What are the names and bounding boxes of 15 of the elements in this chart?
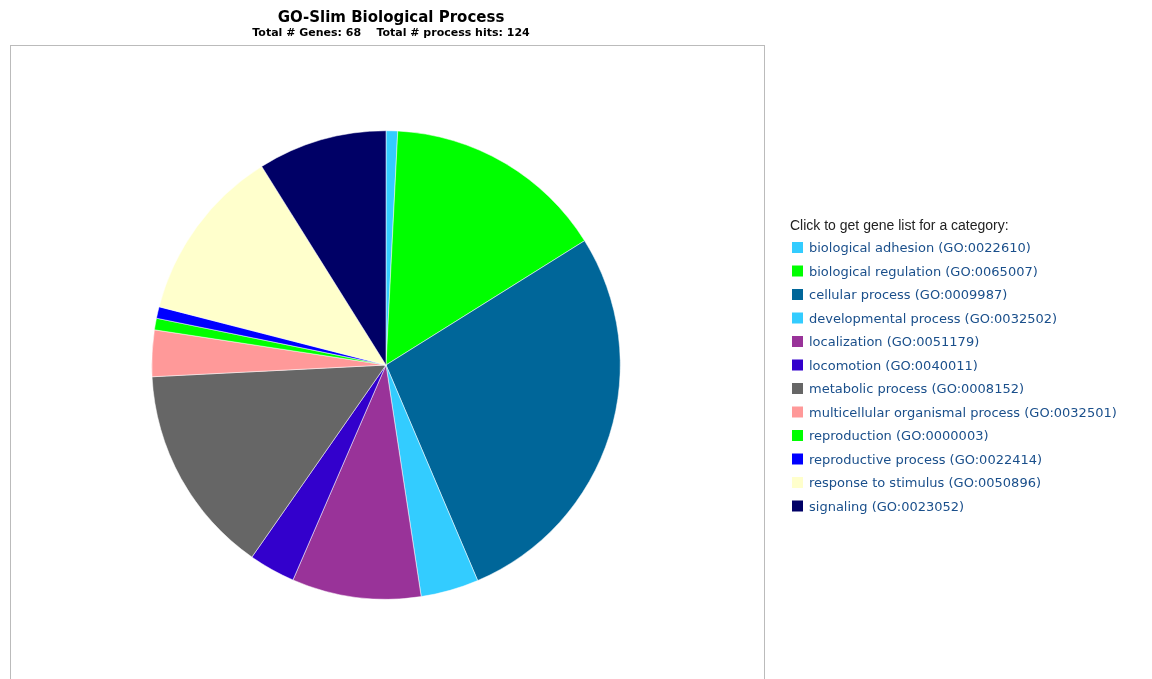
legend-label: locomotion (GO:0040011) — [809, 357, 978, 373]
legend-title: Click to get gene list for a category: — [790, 217, 1009, 233]
legend-label: reproductive process (GO:0022414) — [809, 451, 1043, 467]
legend-label: metabolic process (GO:0008152) — [809, 381, 1025, 396]
legend-label: response to stimulus (GO:0050896) — [809, 475, 1042, 490]
legend-label: biological regulation (GO:0065007) — [809, 263, 1038, 279]
chart-title: GO-Slim Biological Process — [277, 7, 505, 26]
legend-label: cellular process (GO:0009987) — [809, 287, 1008, 302]
legend-label: reproduction (GO:0000003) — [809, 428, 989, 443]
legend-label: signaling (GO:0023052) — [809, 498, 965, 514]
legend-label: multicellular organismal process (GO:0032501) — [809, 404, 1117, 420]
legend-label: biological adhesion (GO:0022610) — [809, 240, 1031, 255]
legend-label: developmental process (GO:0032502) — [809, 310, 1058, 326]
chart-subtitle: Total # Genes: 68 Total # process hits: 124 — [252, 26, 531, 39]
legend-label: localization (GO:0051179) — [809, 334, 980, 349]
